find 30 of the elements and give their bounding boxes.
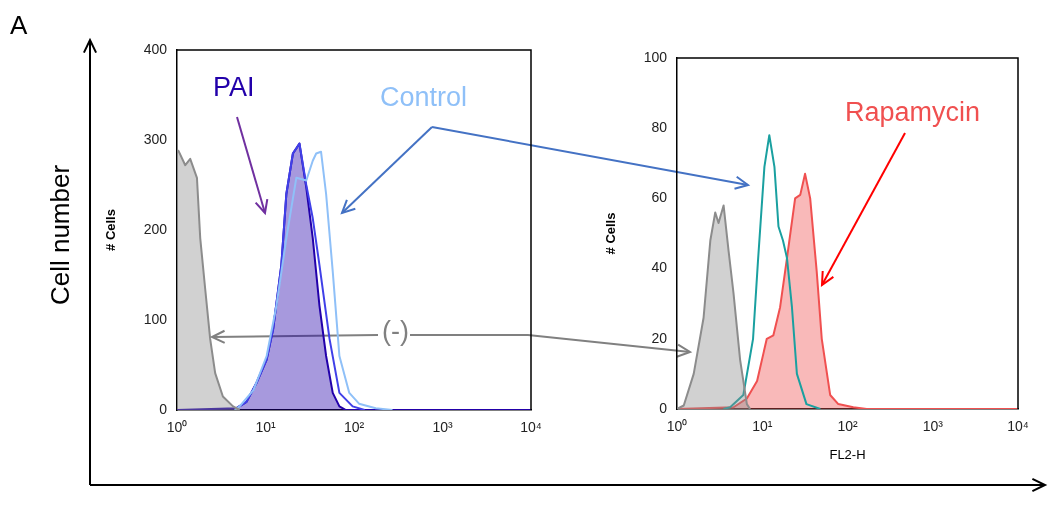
y-tick-label: 80 bbox=[651, 119, 668, 136]
x-tick-label: 10¹ bbox=[255, 419, 276, 436]
x-tick-label: 10⁴ bbox=[520, 419, 542, 436]
text: PAI bbox=[213, 72, 255, 103]
y-tick-label: 0 bbox=[659, 399, 668, 416]
x-tick-label: 10³ bbox=[922, 418, 944, 435]
y-tick-label: 20 bbox=[651, 329, 668, 346]
y-tick-label: 300 bbox=[143, 130, 168, 147]
x-axis-title: FL2-H bbox=[829, 446, 866, 462]
text: Control bbox=[380, 82, 468, 113]
y-axis-title: # Cells bbox=[103, 209, 119, 251]
y-tick-label: 100 bbox=[143, 310, 168, 327]
x-tick-label: 10⁰ bbox=[166, 419, 188, 436]
x-tick-label: 10⁴ bbox=[1007, 418, 1029, 435]
y-axis-title: # Cells bbox=[603, 212, 619, 255]
y-tick-label: 60 bbox=[651, 189, 668, 206]
x-tick-label: 10² bbox=[837, 418, 858, 435]
y-tick-label: 40 bbox=[651, 259, 668, 276]
annotation: (-) bbox=[382, 316, 409, 347]
y-tick-label: 100 bbox=[643, 48, 668, 65]
x-tick-label: 10² bbox=[343, 419, 365, 436]
x-tick-label: 10¹ bbox=[752, 418, 773, 435]
y-tick-label: 0 bbox=[159, 400, 168, 417]
text: Cell number bbox=[44, 164, 76, 306]
y-tick-label: 400 bbox=[143, 40, 168, 57]
y-tick-label: 200 bbox=[143, 220, 168, 237]
x-tick-label: 10³ bbox=[432, 419, 453, 436]
text: Rapamycin bbox=[845, 97, 981, 128]
x-tick-label: 10⁰ bbox=[666, 418, 688, 435]
text: A bbox=[10, 10, 28, 41]
